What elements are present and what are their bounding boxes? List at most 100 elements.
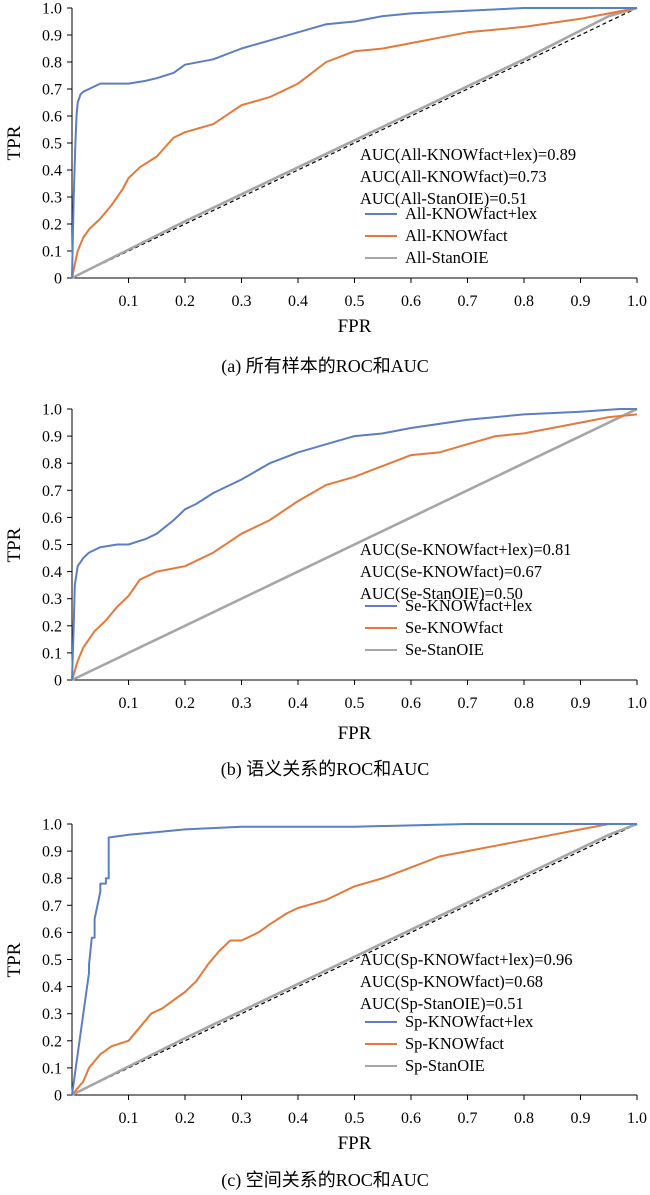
x-tick-label: 0.8 (514, 293, 534, 310)
y-tick-label: 0.8 (42, 871, 62, 888)
x-tick-label: 0.2 (175, 695, 195, 712)
legend-label: All-StanOIE (405, 248, 488, 267)
x-tick-label: 0.5 (345, 695, 365, 712)
y-axis-label: TPR (4, 527, 25, 562)
y-tick-label: 0.8 (42, 55, 62, 72)
x-tick-label: 0.4 (288, 1110, 308, 1127)
auc-label: AUC(All-KNOWfact)=0.73 (360, 167, 547, 186)
y-tick-label: 0.2 (42, 618, 62, 635)
y-tick-label: 0.4 (42, 979, 62, 996)
auc-label: AUC(Sp-KNOWfact+lex)=0.96 (360, 950, 572, 969)
y-tick-label: 0.5 (42, 136, 62, 153)
y-tick-label: 0 (54, 1088, 62, 1105)
auc-label: AUC(Sp-KNOWfact)=0.68 (360, 972, 543, 991)
series-line-all-knowfact (71, 7, 638, 279)
x-tick-label: 0.1 (119, 1110, 139, 1127)
x-tick-label: 1.0 (627, 293, 647, 310)
y-tick-label: 0.9 (42, 28, 62, 45)
chart-panel-1: 0 0.1 0.2 0.3 0.4 0.5 0.6 0.7 0.8 0.9 1.0 0.1 0.2 0.3… (4, 1, 647, 378)
chart-panel-2: 0 0.1 0.2 0.3 0.4 0.5 0.6 0.7 0.8 0.9 1.0 0.1 0.2 0.3… (4, 402, 647, 781)
y-tick-label: 0.2 (42, 217, 62, 234)
series-line-sp-stanoie (71, 822, 638, 1097)
series-line-se-knowfact (71, 413, 638, 681)
auc-label: AUC(Sp-StanOIE)=0.51 (360, 994, 524, 1013)
legend-label: Sp-KNOWfact+lex (405, 1012, 534, 1031)
y-tick-label: 0.5 (42, 537, 62, 554)
legend-label: All-KNOWfact+lex (405, 204, 538, 223)
y-tick-label: 0.1 (42, 244, 62, 261)
legend-label: Se-KNOWfact+lex (405, 596, 533, 615)
x-tick-label: 0.9 (571, 695, 591, 712)
x-tick-label: 1.0 (627, 695, 647, 712)
chart-caption: (a) 所有样本的ROC和AUC (221, 356, 429, 377)
legend-label: Sp-KNOWfact (405, 1034, 504, 1053)
x-tick-label: 0.3 (232, 695, 252, 712)
auc-label: AUC(Se-KNOWfact)=0.67 (360, 562, 542, 581)
x-axis-label: FPR (338, 723, 372, 744)
y-tick-label: 0.8 (42, 456, 62, 473)
legend-label: Se-StanOIE (405, 640, 484, 659)
auc-label: AUC(Se-StanOIE)=0.50 (360, 584, 523, 603)
auc-label: AUC(All-KNOWfact+lex)=0.89 (360, 145, 576, 164)
y-tick-label: 0.3 (42, 1006, 62, 1023)
x-tick-label: 0.2 (175, 293, 195, 310)
x-tick-label: 0.6 (401, 695, 421, 712)
y-tick-label: 0.3 (42, 190, 62, 207)
x-tick-label: 0.9 (571, 1110, 591, 1127)
y-tick-label: 1.0 (42, 1, 62, 18)
y-tick-label: 0.1 (42, 645, 62, 662)
y-tick-label: 0.6 (42, 109, 62, 126)
series-line-all-knowfact+lex (71, 7, 637, 279)
x-tick-label: 0.8 (514, 1110, 534, 1127)
x-tick-label: 0.9 (571, 293, 591, 310)
x-tick-label: 1.0 (627, 1110, 647, 1127)
series-line-sp-knowfact (71, 823, 637, 1096)
chart-panel-3: 0 0.1 0.2 0.3 0.4 0.5 0.6 0.7 0.8 0.9 1.0 0.1 0.2 0.3… (4, 817, 647, 1192)
y-tick-label: 0.6 (42, 925, 62, 942)
y-tick-label: 0.5 (42, 952, 62, 969)
y-axis-label: TPR (4, 125, 25, 160)
y-tick-label: 0.7 (42, 483, 62, 500)
y-tick-label: 0.7 (42, 82, 62, 99)
series-line-se-knowfact+lex (71, 408, 637, 681)
y-tick-label: 1.0 (42, 817, 62, 834)
auc-label: AUC(All-StanOIE)=0.51 (360, 189, 527, 208)
y-tick-label: 0.9 (42, 429, 62, 446)
y-tick-label: 0.3 (42, 591, 62, 608)
x-tick-label: 0.7 (458, 695, 478, 712)
x-tick-label: 0.3 (232, 293, 252, 310)
y-tick-label: 0.2 (42, 1033, 62, 1050)
y-tick-label: 1.0 (42, 402, 62, 419)
chart-caption: (c) 空间关系的ROC和AUC (221, 1170, 429, 1191)
y-tick-label: 0.1 (42, 1060, 62, 1077)
y-tick-label: 0.4 (42, 564, 62, 581)
x-tick-label: 0.7 (458, 293, 478, 310)
y-tick-label: 0 (54, 673, 62, 690)
x-tick-label: 0.3 (232, 1110, 252, 1127)
x-tick-label: 0.1 (119, 695, 139, 712)
x-tick-label: 0.4 (288, 293, 308, 310)
legend-label: All-KNOWfact (405, 226, 508, 245)
chart-caption: (b) 语义关系的ROC和AUC (221, 759, 430, 780)
x-tick-label: 0.6 (401, 293, 421, 310)
y-tick-label: 0.9 (42, 844, 62, 861)
y-tick-label: 0 (54, 271, 62, 288)
y-tick-label: 0.6 (42, 510, 62, 527)
series-line-all-stanoie (71, 6, 638, 280)
x-tick-label: 0.8 (514, 695, 534, 712)
reference-diagonal-line (71, 7, 638, 279)
auc-label: AUC(Se-KNOWfact+lex)=0.81 (360, 540, 572, 559)
x-axis-label: FPR (338, 316, 372, 337)
x-tick-label: 0.2 (175, 1110, 195, 1127)
y-tick-label: 0.7 (42, 898, 62, 915)
x-axis-label: FPR (338, 1133, 372, 1154)
x-tick-label: 0.5 (345, 293, 365, 310)
legend-label: Sp-StanOIE (405, 1056, 485, 1075)
legend-label: Se-KNOWfact (405, 618, 503, 637)
x-tick-label: 0.4 (288, 695, 308, 712)
series-line-sp-knowfact+lex (71, 823, 637, 1096)
y-tick-label: 0.4 (42, 163, 62, 180)
x-tick-label: 0.6 (401, 1110, 421, 1127)
series-line-se-stanoie (71, 407, 638, 682)
